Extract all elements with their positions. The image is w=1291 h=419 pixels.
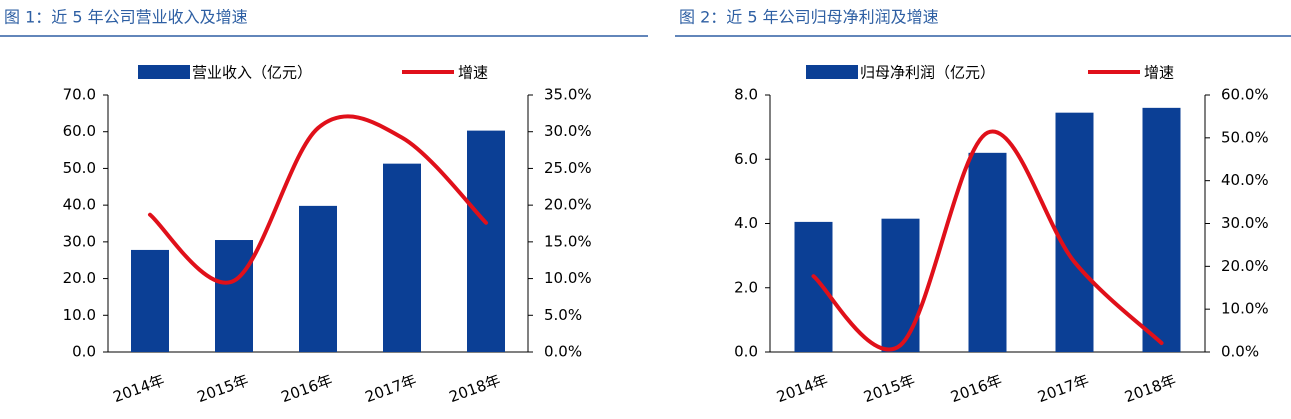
y-tick-label: 6.0 bbox=[734, 150, 758, 168]
bar bbox=[881, 218, 920, 352]
y2-tick-label: 5.0% bbox=[544, 306, 582, 324]
y2-tick-label: 0.0% bbox=[1221, 343, 1259, 361]
y2-tick-label: 30.0% bbox=[544, 122, 592, 140]
y2-tick-label: 15.0% bbox=[544, 232, 592, 250]
y2-tick-label: 40.0% bbox=[1221, 171, 1269, 189]
y2-tick-label: 20.0% bbox=[1221, 257, 1269, 275]
bar bbox=[794, 221, 833, 352]
y-tick-label: 0.0 bbox=[734, 343, 758, 361]
bar bbox=[131, 249, 169, 352]
y2-tick-label: 25.0% bbox=[544, 159, 592, 177]
x-tick-label: 2014年 bbox=[111, 371, 167, 406]
chart-title: 图 1：近 5 年公司营业收入及增速 bbox=[4, 8, 248, 27]
y-tick-label: 40.0 bbox=[63, 196, 96, 214]
y2-tick-label: 35.0% bbox=[544, 86, 592, 104]
y-tick-label: 2.0 bbox=[734, 278, 758, 296]
y2-tick-label: 10.0% bbox=[544, 269, 592, 287]
legend-label: 归母净利润（亿元） bbox=[860, 64, 995, 82]
x-tick-label: 2014年 bbox=[774, 371, 830, 406]
bar bbox=[215, 240, 253, 352]
bar bbox=[968, 152, 1007, 352]
x-tick-label: 2018年 bbox=[447, 371, 503, 406]
bar bbox=[1142, 107, 1181, 352]
y2-tick-label: 20.0% bbox=[544, 196, 592, 214]
y-tick-label: 8.0 bbox=[734, 86, 758, 104]
y-tick-label: 70.0 bbox=[63, 86, 96, 104]
y2-tick-label: 50.0% bbox=[1221, 128, 1269, 146]
legend-swatch bbox=[138, 65, 190, 79]
y-tick-label: 0.0 bbox=[72, 343, 96, 361]
y-tick-label: 60.0 bbox=[63, 122, 96, 140]
x-tick-label: 2017年 bbox=[363, 371, 419, 406]
x-tick-label: 2018年 bbox=[1122, 371, 1178, 406]
y-tick-label: 10.0 bbox=[63, 306, 96, 324]
y2-tick-label: 10.0% bbox=[1221, 300, 1269, 318]
y-tick-label: 4.0 bbox=[734, 214, 758, 232]
growth-line bbox=[148, 114, 488, 285]
x-tick-label: 2015年 bbox=[861, 371, 917, 406]
bar bbox=[467, 130, 505, 352]
legend-label: 增速 bbox=[1144, 64, 1174, 82]
x-tick-label: 2015年 bbox=[195, 371, 251, 406]
legend-swatch bbox=[806, 65, 858, 79]
chart-title: 图 2：近 5 年公司归母净利润及增速 bbox=[679, 8, 939, 27]
legend-label: 增速 bbox=[458, 64, 488, 82]
bar bbox=[299, 205, 337, 352]
y-tick-label: 20.0 bbox=[63, 269, 96, 287]
y2-tick-label: 60.0% bbox=[1221, 86, 1269, 104]
y-tick-label: 30.0 bbox=[63, 232, 96, 250]
x-tick-label: 2016年 bbox=[279, 371, 335, 406]
bar bbox=[383, 163, 421, 352]
x-tick-label: 2016年 bbox=[948, 371, 1004, 406]
legend-label: 营业收入（亿元） bbox=[192, 64, 312, 82]
y-tick-label: 50.0 bbox=[63, 159, 96, 177]
y2-tick-label: 30.0% bbox=[1221, 214, 1269, 232]
y2-tick-label: 0.0% bbox=[544, 343, 582, 361]
growth-line bbox=[811, 129, 1164, 352]
bar bbox=[1055, 112, 1094, 352]
x-tick-label: 2017年 bbox=[1035, 371, 1091, 406]
